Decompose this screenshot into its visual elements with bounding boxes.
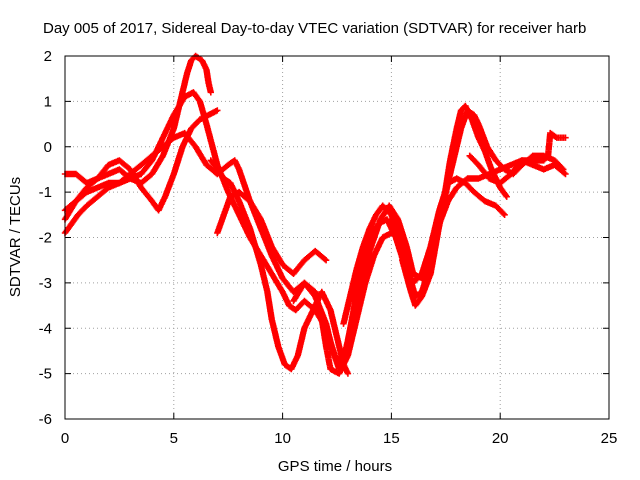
y-tick-label: 1: [44, 93, 52, 110]
data-marker-path: [214, 188, 330, 277]
y-tick-label: -1: [39, 184, 52, 201]
x-tick-label: 0: [61, 430, 69, 447]
x-tick-label: 20: [492, 430, 509, 447]
y-tick-label: -5: [39, 366, 52, 383]
series-9: [399, 102, 510, 309]
y-tick-label: -2: [39, 230, 52, 247]
y-tick-label: -6: [39, 411, 52, 428]
chart-title: Day 005 of 2017, Sidereal Day-to-day VTE…: [43, 20, 586, 37]
series-6: [214, 188, 330, 277]
data-marker-path: [290, 229, 395, 377]
y-tick-label: 2: [44, 48, 52, 65]
y-tick-label: -4: [39, 320, 52, 337]
y-axis-label: SDTVAR / TECUs: [7, 177, 24, 297]
x-tick-label: 15: [383, 430, 400, 447]
y-tick-label: -3: [39, 275, 52, 292]
axis-ticks: 0 5 10 15 20 25 -6 -5 -4 -3 -2 -1 0 1 2: [39, 48, 618, 447]
data-points: [61, 52, 569, 377]
x-tick-label: 25: [601, 430, 618, 447]
series-10: [466, 129, 569, 187]
x-axis-label: GPS time / hours: [278, 458, 392, 475]
y-tick-label: 0: [44, 139, 52, 156]
series-7: [290, 229, 395, 377]
x-tick-label: 10: [274, 430, 291, 447]
data-marker-path: [399, 102, 510, 309]
x-tick-label: 5: [170, 430, 178, 447]
data-marker-path: [466, 129, 569, 187]
